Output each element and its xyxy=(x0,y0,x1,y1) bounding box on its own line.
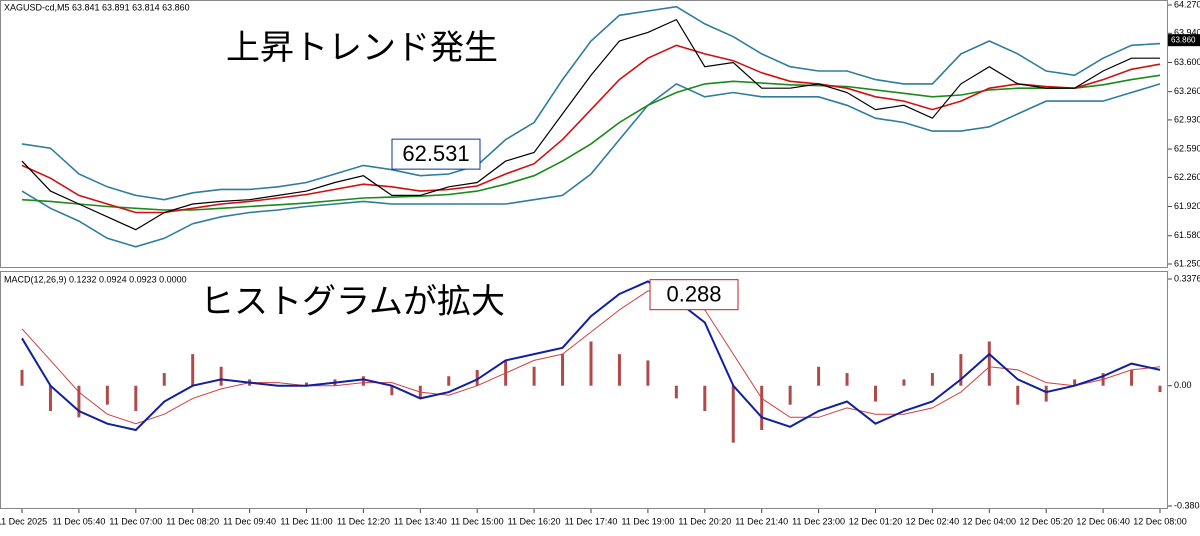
histogram-bar xyxy=(191,354,195,386)
x-tick-label: 12 Dec 06:40 xyxy=(1076,516,1130,526)
x-tick-label: 11 Dec 11:00 xyxy=(280,516,332,526)
x-tick-label: 12 Dec 05:20 xyxy=(1019,516,1073,526)
histogram-bar xyxy=(219,366,223,386)
histogram-bar xyxy=(646,360,650,386)
histogram-bar xyxy=(902,379,906,386)
histogram-bar xyxy=(1130,369,1134,386)
y-tick-label: 61.580 xyxy=(1174,230,1200,240)
price-panel xyxy=(0,0,1168,268)
annotation: ヒストグラムが拡大 xyxy=(200,283,505,321)
histogram-bar xyxy=(731,385,735,443)
callout-label: 0.288 xyxy=(666,281,721,306)
x-tick-label: 11 Dec 16:20 xyxy=(508,516,561,526)
y-tick-label: 63.260 xyxy=(1174,86,1200,96)
callout-label: 62.531 xyxy=(402,141,469,166)
histogram-bar xyxy=(788,385,792,405)
histogram-bar xyxy=(1073,379,1077,386)
last-price-tag xyxy=(1168,34,1200,47)
series-line xyxy=(21,290,1161,425)
histogram-bar xyxy=(1158,385,1162,393)
y-tick-label: 63.600 xyxy=(1174,57,1200,67)
histogram-bar xyxy=(930,373,934,386)
x-tick-label: 11 Dec 08:20 xyxy=(166,516,219,526)
histogram-bar xyxy=(874,385,877,402)
histogram-bar xyxy=(589,341,593,386)
x-tick-label: 12 Dec 02:40 xyxy=(906,516,960,526)
series-line xyxy=(21,5,1161,201)
y-tick-label: -0.3804 xyxy=(1174,500,1200,510)
histogram-bar xyxy=(561,354,565,386)
x-tick-label: 11 Dec 05:40 xyxy=(52,516,105,526)
series-line xyxy=(21,44,1161,214)
histogram-bar xyxy=(447,376,451,386)
histogram-bar xyxy=(105,385,109,405)
annotation: 上昇トレンド発生 xyxy=(226,29,498,67)
y-tick-label: 61.250 xyxy=(1174,258,1200,268)
y-tick-label: 62.930 xyxy=(1174,114,1200,124)
y-tick-label: 61.920 xyxy=(1174,201,1200,211)
x-tick-label: 11 Dec 19:00 xyxy=(621,516,674,526)
y-tick-label: 62.590 xyxy=(1174,143,1200,153)
callout-box xyxy=(391,138,481,170)
y-tick-label: 0.00 xyxy=(1174,380,1192,390)
histogram-bar xyxy=(845,373,849,386)
x-tick-label: 11 Dec 12:20 xyxy=(337,516,390,526)
x-tick-label: 12 Dec 04:00 xyxy=(963,516,1017,526)
histogram-bar xyxy=(77,385,81,418)
macd-panel xyxy=(0,271,1168,509)
x-tick-label: 11 Dec 15:00 xyxy=(451,516,504,526)
y-tick-label: 64.270 xyxy=(1174,0,1200,9)
series-line xyxy=(21,82,1161,248)
price-header: XAGUSD-cd,M5 63.841 63.891 63.814 63.860 xyxy=(4,2,190,12)
histogram-bar xyxy=(20,369,24,386)
x-tick-label: 11 Dec 07:00 xyxy=(109,516,162,526)
x-tick-label: 11 Dec 23:00 xyxy=(792,516,845,526)
histogram-bar xyxy=(1016,385,1020,405)
series-line xyxy=(21,18,1160,231)
histogram-bar xyxy=(305,382,308,386)
series-line xyxy=(21,280,1161,432)
x-tick-label: 11 Dec 17:40 xyxy=(565,516,618,526)
histogram-bar xyxy=(987,341,991,386)
histogram-bar xyxy=(617,354,621,386)
x-tick-label: 11 Dec 09:40 xyxy=(223,516,276,526)
y-tick-label: 63.940 xyxy=(1174,28,1200,38)
x-tick-label: 11 Dec 13:40 xyxy=(394,516,447,526)
histogram-bar xyxy=(162,373,166,386)
y-tick-label: 62.260 xyxy=(1174,172,1200,182)
histogram-bar xyxy=(703,385,707,412)
x-tick-label: 11 Dec 20:20 xyxy=(678,516,731,526)
histogram-bar xyxy=(475,369,479,386)
macd-header: MACD(12,26,9) 0.1232 0.0924 0.0923 0.000… xyxy=(4,274,187,284)
histogram-bar xyxy=(1044,385,1048,402)
histogram-bar xyxy=(134,385,138,412)
x-tick-label: 11 Dec 21:40 xyxy=(735,516,788,526)
histogram-bar xyxy=(959,354,963,386)
histogram-bar xyxy=(361,376,365,386)
x-tick-label: 12 Dec 01:20 xyxy=(849,516,903,526)
histogram-bar xyxy=(674,385,678,399)
histogram-bar xyxy=(390,385,394,396)
histogram-bar xyxy=(760,385,764,430)
last-price-label: 63.860 xyxy=(1171,35,1196,44)
histogram-bar xyxy=(817,366,821,386)
callout-box xyxy=(649,279,739,311)
histogram-bar xyxy=(48,385,52,412)
x-tick-label: 12 Dec 08:00 xyxy=(1133,516,1187,526)
x-tick-label: 11 Dec 2025 xyxy=(0,516,47,526)
histogram-bar xyxy=(532,366,536,386)
series-line xyxy=(21,74,1161,211)
y-tick-label: 0.3376 xyxy=(1174,273,1200,283)
